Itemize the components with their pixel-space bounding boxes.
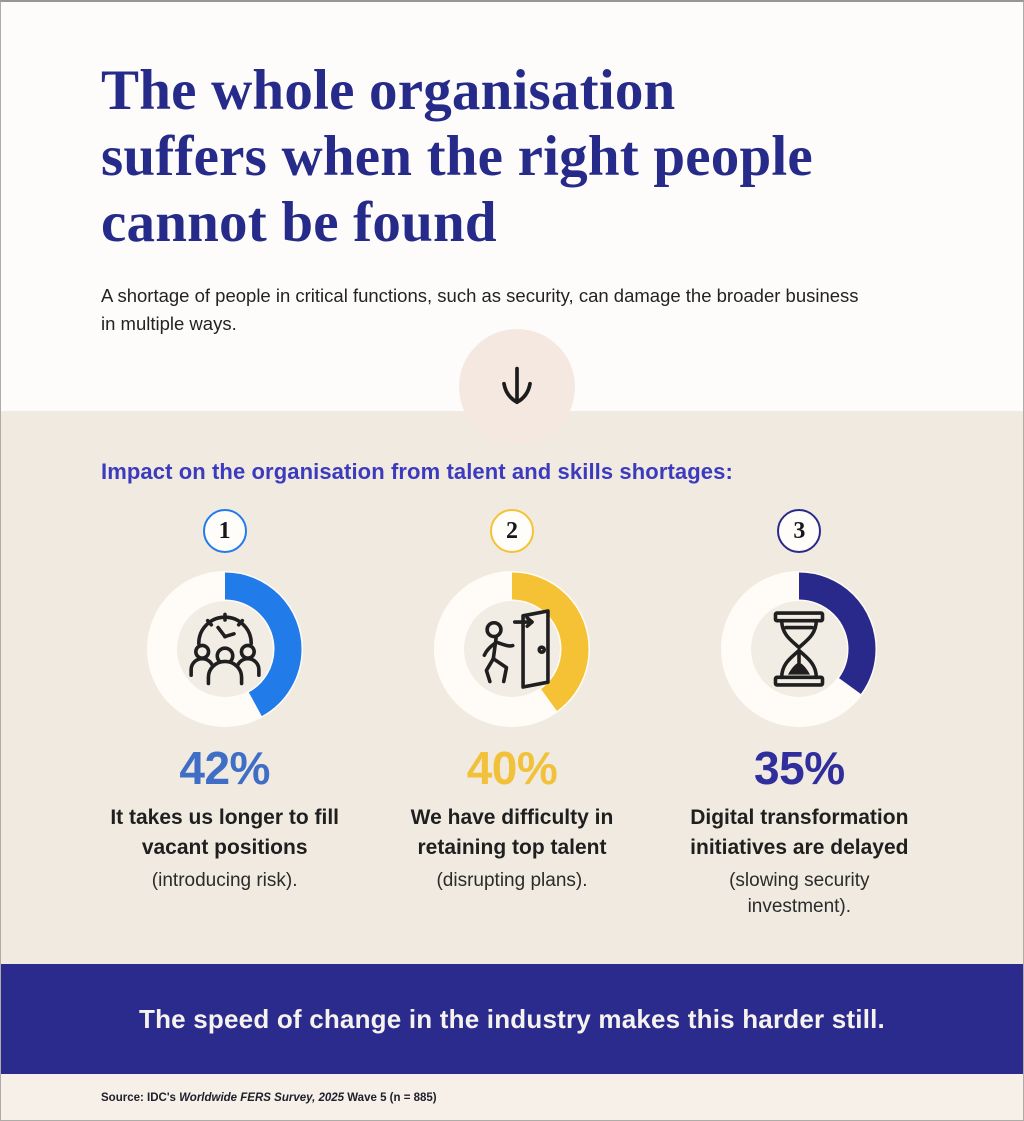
number-badge-3: 3 bbox=[777, 509, 822, 553]
source-prefix: Source: IDC's bbox=[101, 1091, 180, 1104]
impact-note-3: (slowing security investment). bbox=[729, 869, 870, 918]
percent-value-3: 35% bbox=[754, 742, 845, 794]
team-timer-icon bbox=[178, 602, 272, 696]
person-exit-door-icon bbox=[465, 602, 559, 696]
impact-note-1: (introducing risk). bbox=[151, 869, 298, 891]
hourglass-icon bbox=[752, 602, 846, 696]
percent-value-1: 42% bbox=[179, 742, 270, 794]
impact-label-3: Digital transformation initiatives are d… bbox=[690, 806, 909, 859]
donut-arc-35 bbox=[722, 572, 876, 726]
donut-arc-42 bbox=[148, 572, 302, 726]
page-title: The whole organisation suffers when the … bbox=[101, 59, 813, 254]
impact-columns: 1 bbox=[81, 509, 943, 921]
impact-label-2: We have difficulty in retaining top tale… bbox=[410, 806, 614, 859]
banner: The speed of change in the industry make… bbox=[1, 964, 1023, 1074]
down-arrow-badge bbox=[459, 329, 575, 445]
down-arrow-icon bbox=[491, 361, 543, 413]
source-italic: Worldwide FERS Survey, 2025 bbox=[179, 1091, 345, 1104]
donut-arc-40 bbox=[435, 572, 589, 726]
impact-label-1: It takes us longer to fill vacant positi… bbox=[110, 806, 340, 859]
number-badge-1: 1 bbox=[202, 509, 247, 553]
impact-column-1: 1 bbox=[81, 509, 368, 921]
page-subtitle: A shortage of people in critical functio… bbox=[101, 285, 859, 335]
percent-value-2: 40% bbox=[466, 742, 558, 794]
source-text: Source: IDC's Worldwide FERS Survey, 202… bbox=[101, 1092, 437, 1104]
donut-chart-3 bbox=[719, 569, 879, 729]
impact-section: Impact on the organisation from talent a… bbox=[1, 411, 1023, 964]
donut-chart-1 bbox=[145, 569, 305, 729]
banner-text: The speed of change in the industry make… bbox=[139, 1003, 885, 1034]
impact-column-2: 2 bbox=[368, 509, 655, 921]
number-badge-2: 2 bbox=[489, 509, 534, 553]
source-suffix: Wave 5 (n = 885) bbox=[344, 1091, 437, 1104]
impact-column-3: 3 bbox=[656, 509, 943, 921]
footer: Source: IDC's Worldwide FERS Survey, 202… bbox=[1, 1074, 1023, 1120]
impact-note-2: (disrupting plans). bbox=[436, 869, 588, 891]
donut-chart-2 bbox=[432, 569, 592, 729]
impact-heading: Impact on the organisation from talent a… bbox=[101, 459, 733, 484]
